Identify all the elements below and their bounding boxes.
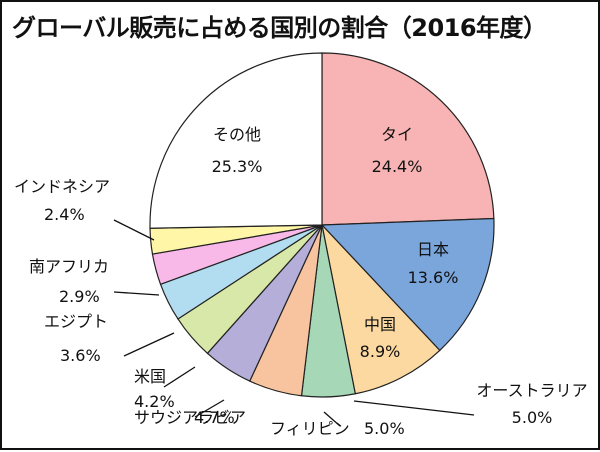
slice-label-5: サウジアラビア — [134, 408, 246, 427]
slice-value-2: 8.9% — [360, 342, 401, 361]
leader-line-6 — [163, 366, 196, 388]
leader-line-7 — [123, 332, 175, 357]
slice-value-4: 5.0% — [364, 419, 405, 438]
slice-label-2: 中国 — [364, 315, 396, 334]
slice-label-3: オーストラリア — [476, 381, 587, 400]
slice-label-6: 米国 — [134, 367, 166, 386]
slice-value-5: 4.7% — [194, 408, 235, 427]
slice-label-7: エジプト — [44, 312, 108, 331]
slice-value-8: 2.9% — [59, 287, 100, 306]
slice-value-10: 25.3% — [212, 157, 263, 176]
slice-label-8: 南アフリカ — [29, 257, 109, 276]
slice-value-7: 3.6% — [60, 346, 101, 365]
slice-label-0: タイ — [381, 125, 413, 144]
pie-slice-2 — [321, 223, 441, 395]
chart-title: グローバル販売に占める国別の割合（2016年度） — [12, 14, 547, 42]
leader-line-3 — [353, 400, 475, 416]
leader-line-5 — [194, 399, 225, 418]
leader-line-4 — [323, 411, 341, 427]
slice-label-1: 日本 — [417, 240, 449, 259]
slice-value-1: 13.6% — [408, 268, 459, 287]
slice-label-4: フィリピン — [270, 419, 350, 438]
slice-value-3: 5.0% — [512, 408, 553, 427]
slice-value-6: 4.2% — [134, 392, 175, 411]
leader-line-8 — [113, 291, 160, 296]
slice-label-9: インドネシア — [14, 177, 110, 196]
pie-slice-0 — [321, 52, 495, 226]
slice-value-9: 2.4% — [44, 205, 85, 224]
leader-line-9 — [113, 219, 155, 241]
pie-slice-10 — [149, 52, 323, 229]
slice-label-10: その他 — [213, 125, 261, 144]
slice-value-0: 24.4% — [372, 157, 423, 176]
pie-slice-1 — [320, 217, 495, 352]
